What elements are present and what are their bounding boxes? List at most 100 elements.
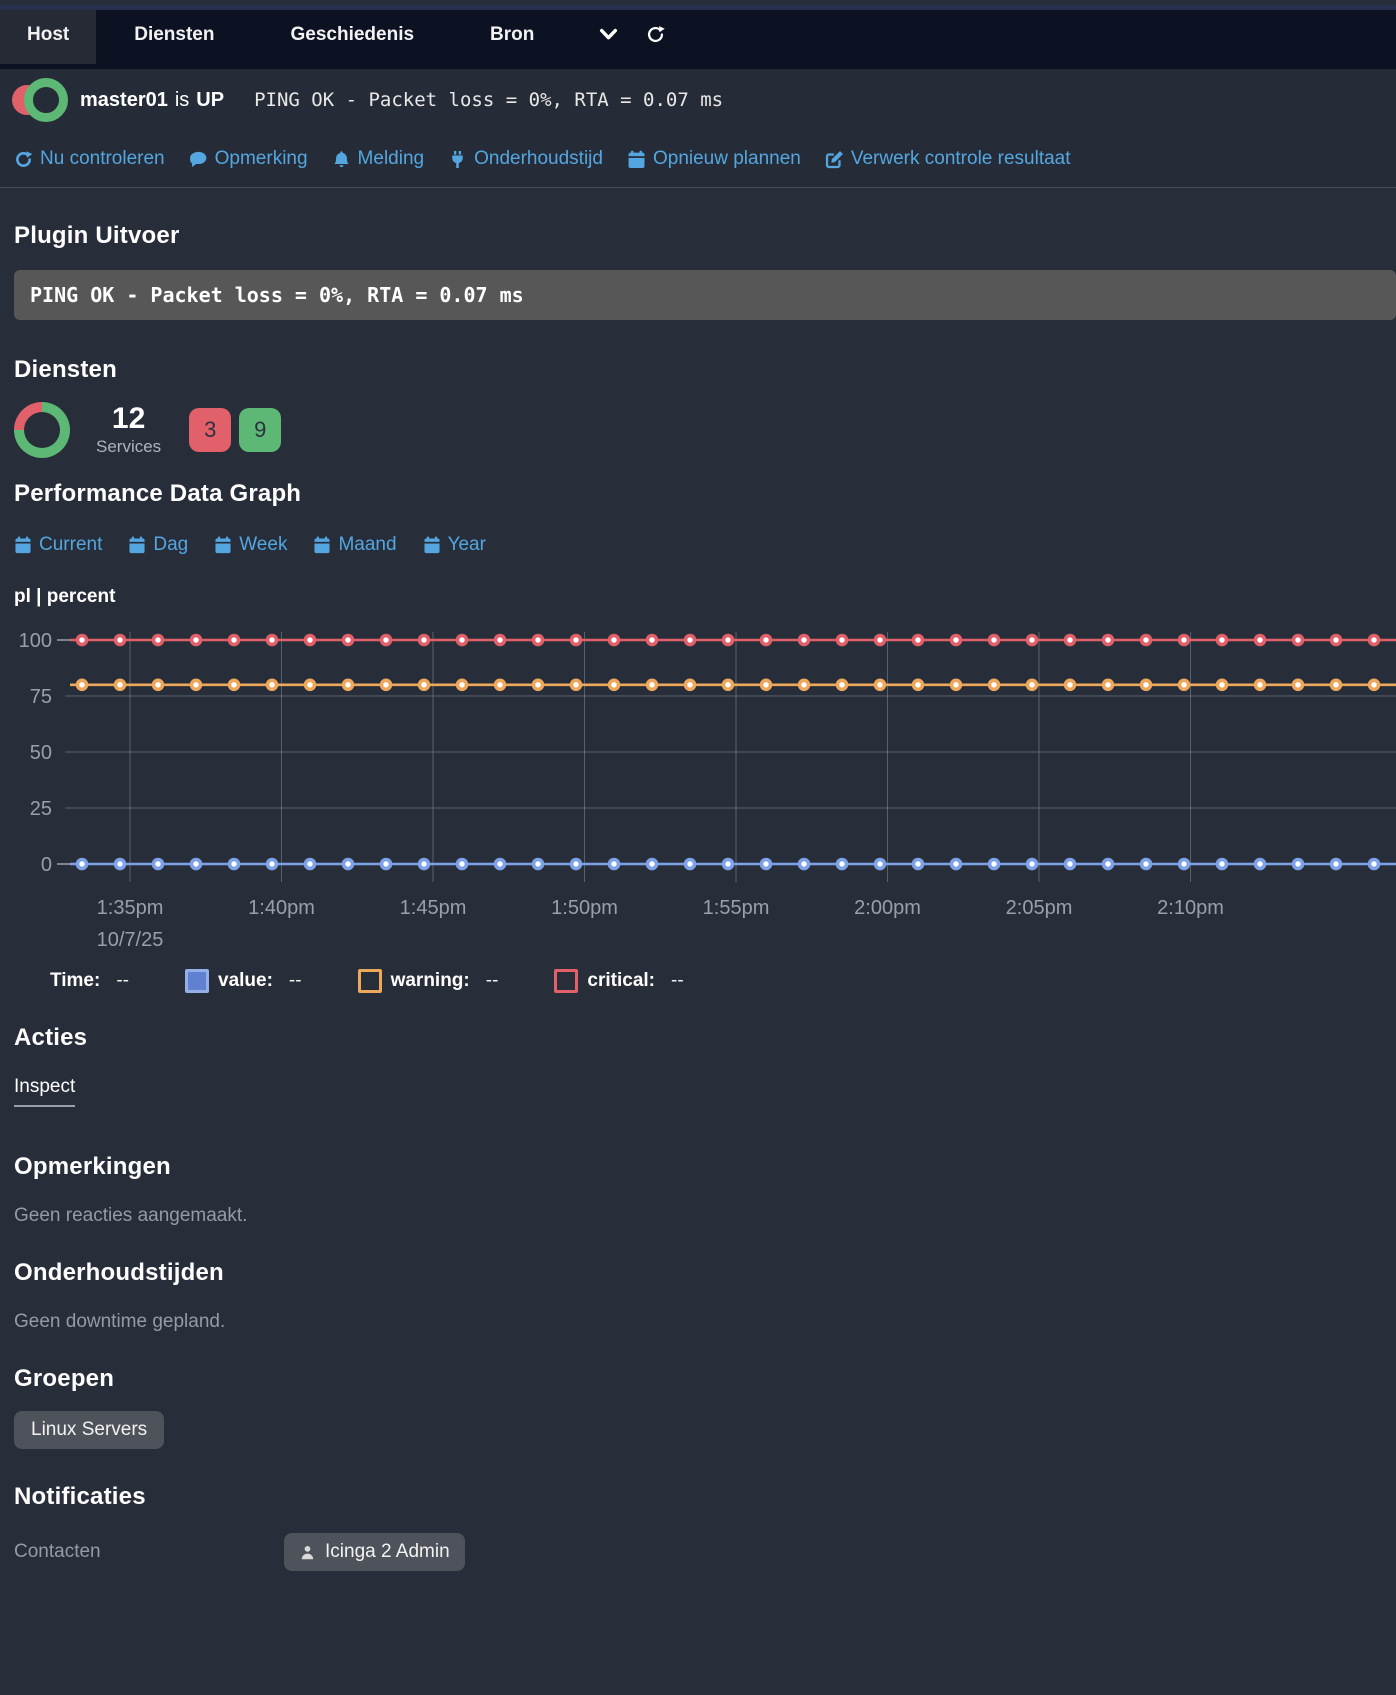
tab-bar: Host Diensten Geschiedenis Bron <box>0 5 1396 69</box>
graph-range-links: Current Dag Week Maand Year <box>14 534 1382 556</box>
calendar-icon <box>214 536 232 554</box>
action-label: Melding <box>357 148 425 169</box>
downtimes-empty-text: Geen downtime gepland. <box>14 1311 226 1332</box>
svg-text:1:55pm: 1:55pm <box>703 897 770 919</box>
services-count-label: Services <box>96 436 162 456</box>
range-link-current[interactable]: Current <box>14 534 102 556</box>
range-link-dag[interactable]: Dag <box>128 534 188 556</box>
calendar-icon <box>128 536 146 554</box>
chart-legend: Time: -- value: -- warning: -- critical: -- <box>14 966 1382 996</box>
plug-icon <box>448 150 467 169</box>
host-check-output: PING OK - Packet loss = 0%, RTA = 0.07 m… <box>254 89 724 111</box>
critical-services-badge[interactable]: 3 <box>189 408 232 452</box>
host-status-row: master01 is UP PING OK - Packet loss = 0… <box>0 69 1396 131</box>
host-actions-row: Nu controleren Opmerking Melding Onderhouds… <box>0 131 1396 188</box>
svg-text:2:10pm: 2:10pm <box>1157 897 1224 919</box>
legend-label: critical: <box>587 970 655 991</box>
bell-icon <box>332 150 351 169</box>
action-onderhoudstijd[interactable]: Onderhoudstijd <box>448 148 603 170</box>
performance-graph-heading: Performance Data Graph <box>14 480 302 507</box>
tab-bron[interactable]: Bron <box>490 23 535 45</box>
comments-empty-text: Geen reacties aangemaakt. <box>14 1205 248 1226</box>
tab-geschiedenis[interactable]: Geschiedenis <box>290 23 415 45</box>
person-icon <box>299 1544 316 1561</box>
host-name: master01 <box>80 88 168 111</box>
legend-time: Time: -- <box>50 970 129 992</box>
action-label: Opnieuw plannen <box>652 148 801 169</box>
downtimes-heading: Onderhoudstijden <box>14 1259 224 1286</box>
action-label: Verwerk controle resultaat <box>850 148 1071 169</box>
hostgroup-chip[interactable]: Linux Servers <box>14 1411 165 1449</box>
calendar-icon <box>14 536 32 554</box>
range-link-maand[interactable]: Maand <box>313 534 397 556</box>
svg-text:1:35pm: 1:35pm <box>97 897 164 919</box>
tab-host[interactable]: Host <box>0 5 97 64</box>
calendar-icon <box>627 150 646 169</box>
legend-value: -- <box>671 970 684 991</box>
svg-text:2:00pm: 2:00pm <box>854 897 921 919</box>
legend-value: value: -- <box>185 969 302 993</box>
range-label: Maand <box>338 534 397 555</box>
range-link-year[interactable]: Year <box>423 534 486 556</box>
legend-warning: warning: -- <box>357 969 499 993</box>
legend-swatch <box>185 969 209 993</box>
services-donut-chart <box>14 402 70 458</box>
edit-icon <box>825 150 844 169</box>
legend-time-label: Time: <box>50 970 101 991</box>
services-count: 12 <box>111 401 146 435</box>
refresh-icon[interactable] <box>645 5 666 64</box>
comments-heading: Opmerkingen <box>14 1153 171 1180</box>
services-summary: 12 Services 3 9 <box>14 398 1382 462</box>
inspect-link[interactable]: Inspect <box>14 1076 76 1107</box>
range-label: Week <box>239 534 288 555</box>
range-label: Year <box>447 534 486 555</box>
metric-label: pl | percent <box>14 586 116 607</box>
services-heading: Diensten <box>14 356 117 383</box>
comment-icon <box>189 150 208 169</box>
top-accent-strip <box>0 5 1396 10</box>
services-count-block: 12 Services <box>96 401 162 457</box>
legend-swatch <box>357 969 382 993</box>
legend-value: -- <box>288 970 302 991</box>
range-label: Dag <box>153 534 189 555</box>
ok-services-badge[interactable]: 9 <box>239 408 282 452</box>
host-state-icon <box>12 77 68 123</box>
performance-chart: 100 75 50 25 0 1:35pm 1:40pm 1:45pm 1:50pm 1:55pm… <box>19 630 1396 950</box>
action-melding[interactable]: Melding <box>332 148 425 170</box>
svg-text:2:05pm: 2:05pm <box>1006 897 1073 919</box>
action-label: Nu controleren <box>40 148 165 169</box>
chevron-down-icon[interactable] <box>598 5 619 64</box>
host-detail-panel: Plugin Uitvoer PING OK - Packet loss = 0… <box>0 222 1396 1571</box>
contacts-label: Contacten <box>14 1541 101 1562</box>
tab-list: Host Diensten Geschiedenis Bron <box>0 5 1396 64</box>
tab-diensten[interactable]: Diensten <box>134 23 215 45</box>
range-link-week[interactable]: Week <box>214 534 287 556</box>
action-opnieuw-plannen[interactable]: Opnieuw plannen <box>627 148 801 170</box>
calendar-icon <box>313 536 331 554</box>
sync-icon <box>14 150 33 169</box>
range-label: Current <box>39 534 103 555</box>
svg-text:0: 0 <box>41 854 52 876</box>
calendar-icon <box>423 536 441 554</box>
svg-text:75: 75 <box>30 686 52 708</box>
host-state-verb: is <box>174 88 190 111</box>
svg-text:50: 50 <box>30 742 52 764</box>
contacts-row: Contacten Icinga 2 Admin <box>14 1533 1382 1571</box>
legend-value: -- <box>485 970 499 991</box>
contact-chip[interactable]: Icinga 2 Admin <box>284 1533 465 1571</box>
svg-text:1:45pm: 1:45pm <box>400 897 467 919</box>
action-verwerk-controle-resultaat[interactable]: Verwerk controle resultaat <box>825 148 1071 170</box>
svg-text:1:50pm: 1:50pm <box>551 897 618 919</box>
svg-text:25: 25 <box>30 798 52 820</box>
plugin-output-box: PING OK - Packet loss = 0%, RTA = 0.07 m… <box>14 270 1396 320</box>
legend-critical: critical: -- <box>554 969 684 993</box>
action-label: Opmerking <box>214 148 308 169</box>
svg-text:100: 100 <box>19 630 52 652</box>
action-label: Onderhoudstijd <box>474 148 603 169</box>
action-nu-controleren[interactable]: Nu controleren <box>14 148 165 170</box>
legend-swatch <box>554 969 579 993</box>
host-state-value: UP <box>196 88 225 111</box>
action-opmerking[interactable]: Opmerking <box>189 148 308 170</box>
services-state-badges: 3 9 <box>189 408 282 452</box>
plugin-output-heading: Plugin Uitvoer <box>14 222 180 249</box>
